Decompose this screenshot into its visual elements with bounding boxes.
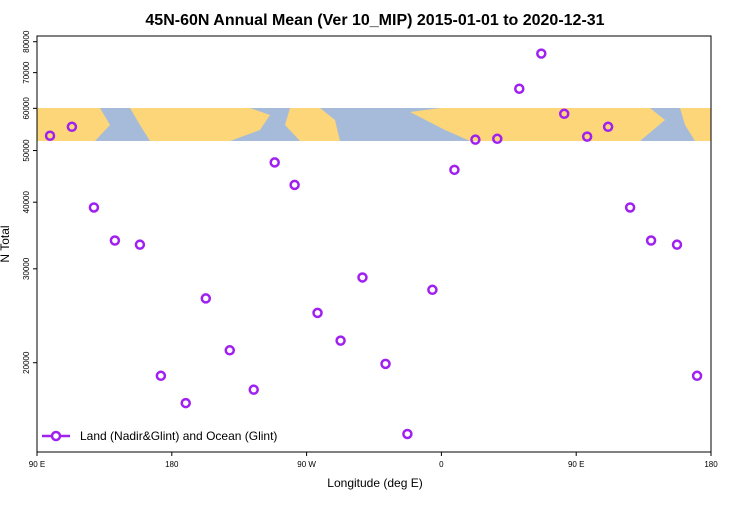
data-point	[44, 130, 56, 141]
y-axis-label: N Total	[0, 225, 12, 262]
legend-label: Land (Nadir&Glint) and Ocean (Glint)	[80, 429, 277, 443]
data-point	[402, 428, 413, 440]
data-point	[248, 384, 259, 395]
plot-frame	[36, 35, 712, 453]
y-tick-label: 30000	[22, 257, 31, 280]
data-point	[200, 293, 212, 304]
x-tick-label: 90 W	[297, 460, 316, 469]
data-point	[470, 134, 481, 145]
data-point	[335, 335, 346, 346]
x-tick-label: 180	[704, 460, 718, 469]
data-point	[380, 358, 391, 370]
data-point	[88, 202, 100, 213]
x-tick-label: 180	[165, 460, 179, 469]
data-point	[289, 179, 300, 191]
data-point	[224, 345, 236, 356]
data-point	[492, 133, 503, 145]
y-tick-label: 80000	[22, 30, 31, 53]
legend-marker	[50, 430, 62, 442]
data-point	[624, 202, 636, 213]
data-point	[558, 108, 570, 120]
x-tick-label: 0	[439, 460, 444, 469]
data-point	[427, 284, 438, 296]
data-point	[312, 307, 323, 319]
x-axis-label: Longitude (deg E)	[327, 476, 422, 490]
x-tick-label: 90 E	[568, 460, 584, 469]
data-point	[671, 239, 683, 250]
y-tick-label: 50000	[22, 139, 31, 162]
data-point	[691, 370, 703, 382]
data-point	[645, 235, 657, 246]
data-point	[155, 370, 167, 382]
y-tick-label: 60000	[22, 97, 31, 120]
data-point	[514, 83, 525, 94]
data-point	[357, 272, 368, 283]
data-point	[449, 164, 460, 176]
chart-title: 45N-60N Annual Mean (Ver 10_MIP) 2015-01…	[145, 12, 604, 29]
data-point	[180, 397, 191, 409]
data-point	[66, 121, 78, 133]
data-point	[602, 121, 614, 133]
y-tick-label: 20000	[22, 351, 31, 374]
map-band	[37, 108, 711, 141]
y-tick-label: 70000	[22, 61, 31, 84]
data-point	[269, 157, 280, 168]
x-tick-label: 90 E	[29, 460, 45, 469]
data-point	[109, 235, 121, 246]
data-point	[536, 48, 547, 59]
data-point	[581, 131, 593, 142]
data-point	[134, 239, 146, 250]
y-tick-label: 40000	[22, 191, 31, 214]
